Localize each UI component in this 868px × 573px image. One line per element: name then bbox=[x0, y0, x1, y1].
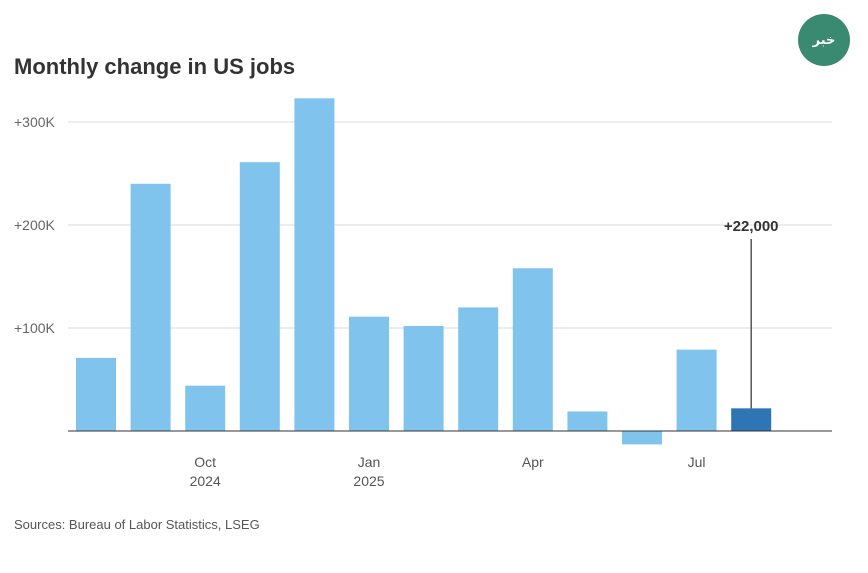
y-tick-label: +200K bbox=[14, 217, 56, 233]
bar bbox=[458, 307, 499, 431]
bar bbox=[676, 349, 717, 431]
x-tick-label: Oct bbox=[194, 454, 216, 470]
y-tick-label: +100K bbox=[14, 320, 56, 336]
y-tick-label: +300K bbox=[14, 114, 56, 130]
x-tick-label: Jul bbox=[688, 454, 706, 470]
bar bbox=[294, 98, 335, 431]
x-tick-year-label: 2024 bbox=[190, 473, 221, 489]
logo-text: خبر bbox=[812, 32, 836, 48]
annotation-label: +22,000 bbox=[724, 218, 779, 235]
news-logo-icon[interactable]: خبر bbox=[798, 14, 850, 66]
bar bbox=[403, 325, 444, 431]
bar bbox=[512, 268, 553, 431]
bar bbox=[567, 411, 608, 431]
bar bbox=[239, 162, 280, 432]
x-tick-label: Apr bbox=[522, 454, 544, 470]
chart-title: Monthly change in US jobs bbox=[14, 54, 296, 79]
bar bbox=[622, 431, 662, 445]
logo-badge bbox=[798, 14, 850, 66]
source-note: Sources: Bureau of Labor Statistics, LSE… bbox=[14, 517, 260, 532]
bar bbox=[76, 357, 116, 431]
bar bbox=[349, 316, 389, 431]
bar bbox=[130, 183, 171, 431]
bar-chart: +100K +200K +300K Oct 2024 Jan 2025 Apr Jul +22,0… bbox=[14, 98, 832, 489]
x-tick-year-label: 2025 bbox=[353, 473, 384, 489]
x-tick-label: Jan bbox=[358, 454, 381, 470]
highlighted-bar bbox=[731, 408, 772, 431]
bar bbox=[185, 385, 226, 431]
